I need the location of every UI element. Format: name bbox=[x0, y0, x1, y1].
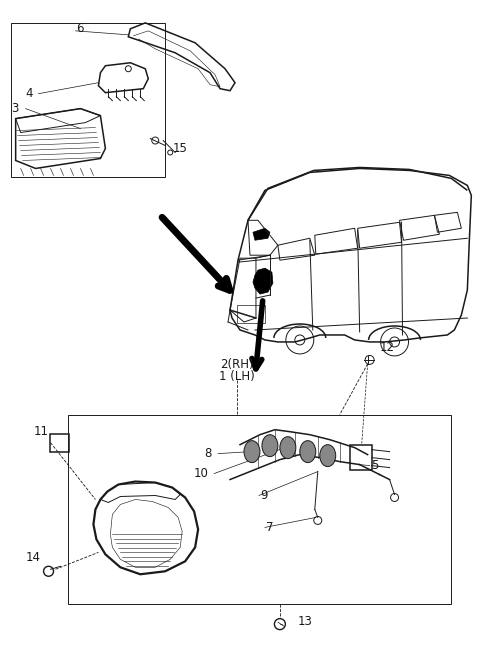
Text: 9: 9 bbox=[260, 489, 267, 502]
Ellipse shape bbox=[244, 441, 260, 463]
Circle shape bbox=[265, 441, 275, 450]
Circle shape bbox=[283, 443, 293, 453]
Bar bbox=[237, 305, 265, 323]
Text: 15: 15 bbox=[172, 142, 187, 155]
Text: 1 (LH): 1 (LH) bbox=[219, 370, 255, 383]
Text: 7: 7 bbox=[266, 521, 274, 534]
Circle shape bbox=[323, 450, 333, 461]
Text: 10: 10 bbox=[193, 467, 208, 480]
Text: 8: 8 bbox=[204, 447, 212, 460]
Bar bbox=[11, 23, 165, 177]
Text: 6: 6 bbox=[76, 23, 84, 36]
Polygon shape bbox=[253, 268, 273, 294]
Text: 12: 12 bbox=[380, 342, 395, 355]
Ellipse shape bbox=[280, 437, 296, 459]
Bar bbox=[69, 415, 451, 604]
Circle shape bbox=[303, 446, 313, 457]
Text: 3: 3 bbox=[11, 102, 19, 115]
Ellipse shape bbox=[262, 435, 278, 457]
Text: 11: 11 bbox=[34, 425, 48, 438]
Text: 5: 5 bbox=[372, 459, 379, 472]
Polygon shape bbox=[253, 228, 270, 240]
Circle shape bbox=[247, 446, 257, 457]
Text: 2(RH): 2(RH) bbox=[220, 358, 254, 371]
Text: 4: 4 bbox=[25, 87, 33, 100]
Ellipse shape bbox=[320, 444, 336, 466]
Bar bbox=[350, 444, 372, 470]
Text: 13: 13 bbox=[298, 615, 312, 628]
Text: 14: 14 bbox=[25, 551, 41, 564]
Ellipse shape bbox=[300, 441, 316, 463]
